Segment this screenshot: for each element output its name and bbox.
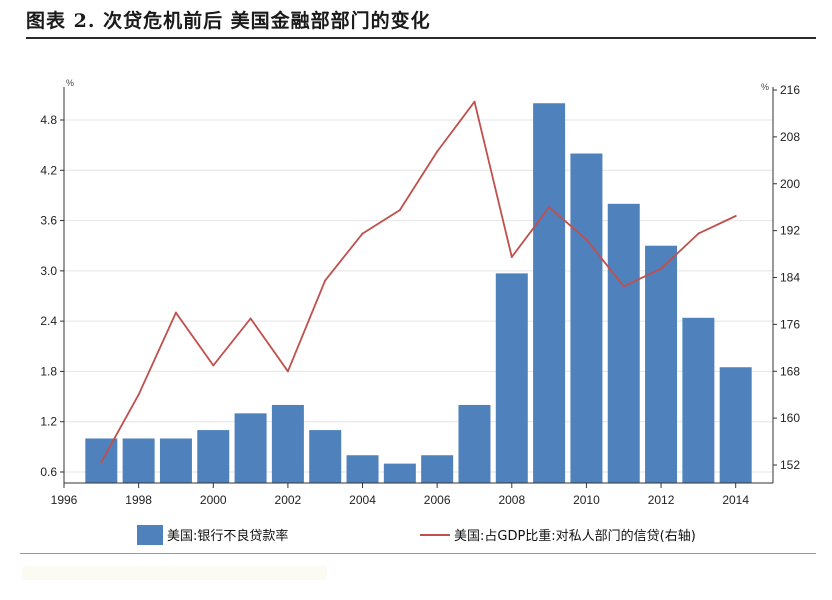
bar <box>645 245 678 483</box>
bar <box>122 438 155 483</box>
x-tick-label: 2010 <box>573 493 600 507</box>
legend-line-label: 美国:占GDP比重:对私人部门的信贷(右轴) <box>454 528 696 544</box>
x-tick-label: 2004 <box>349 493 376 507</box>
bar <box>421 455 454 483</box>
x-tick-label: 2000 <box>200 493 227 507</box>
left-tick-label: 3.6 <box>40 214 57 228</box>
line-point <box>510 255 513 258</box>
legend-bar-swatch <box>137 525 163 545</box>
x-tick-label: 2014 <box>722 493 749 507</box>
bottom-rule <box>20 553 816 554</box>
legend-bar-label: 美国:银行不良贷款率 <box>167 528 288 544</box>
line-point <box>473 100 476 103</box>
bar <box>682 317 715 483</box>
right-tick-label: 168 <box>780 364 800 378</box>
bar <box>570 153 603 483</box>
bar <box>346 455 379 483</box>
x-tick-label: 2012 <box>648 493 675 507</box>
bar <box>607 203 640 484</box>
left-tick-label: 2.4 <box>40 314 57 328</box>
bar <box>533 103 566 483</box>
line-point <box>137 393 140 396</box>
x-tick-label: 1996 <box>51 493 78 507</box>
line-point <box>100 461 103 464</box>
right-tick-label: 192 <box>780 224 800 238</box>
left-axis: 0.6 1.2 1.8 2.4 3.0 3.6 4.2 4.8 <box>40 113 64 479</box>
credit-gdp-line <box>100 100 737 463</box>
line-point <box>548 206 551 209</box>
x-tick-label: 2006 <box>424 493 451 507</box>
bar <box>234 413 267 483</box>
bar <box>719 367 752 483</box>
right-tick-label: 216 <box>780 83 800 97</box>
bar <box>309 430 342 483</box>
bar <box>197 430 230 483</box>
line-point <box>174 311 177 314</box>
source-note-placeholder <box>22 566 327 580</box>
right-axis-unit: % <box>761 82 769 92</box>
bar <box>495 273 528 483</box>
line-point <box>734 214 737 217</box>
line-point <box>212 364 215 367</box>
line-point <box>697 232 700 235</box>
legend: 美国:银行不良贷款率 美国:占GDP比重:对私人部门的信贷(右轴) <box>137 525 696 545</box>
line-series <box>100 100 737 464</box>
title-rule <box>26 37 816 39</box>
figure-title: 图表 2. 次贷危机前后 美国金融部部门的变化 <box>26 10 431 32</box>
left-tick-label: 4.2 <box>40 163 57 177</box>
bar-series <box>85 103 752 484</box>
left-tick-label: 3.0 <box>40 264 57 278</box>
right-tick-label: 184 <box>780 271 800 285</box>
line-point <box>660 267 663 270</box>
line-point <box>585 238 588 241</box>
left-tick-label: 1.2 <box>40 415 57 429</box>
x-axis: 1996 1998 2000 2002 2004 2006 2008 2010 2012 2014 <box>51 483 749 507</box>
line-point <box>324 279 327 282</box>
bar <box>458 404 491 483</box>
right-tick-label: 160 <box>780 411 800 425</box>
left-tick-label: 0.6 <box>40 465 57 479</box>
x-tick-label: 1998 <box>125 493 152 507</box>
left-tick-label: 1.8 <box>40 364 57 378</box>
right-tick-label: 176 <box>780 317 800 331</box>
line-point <box>361 232 364 235</box>
right-axis: 152 160 168 176 184 192 200 208 216 <box>773 83 800 472</box>
right-tick-label: 208 <box>780 130 800 144</box>
x-tick-label: 2008 <box>498 493 525 507</box>
x-tick-label: 2002 <box>275 493 302 507</box>
left-tick-label: 4.8 <box>40 113 57 127</box>
right-tick-label: 152 <box>780 458 800 472</box>
bar <box>159 438 192 483</box>
line-point <box>398 209 401 212</box>
line-point <box>286 370 289 373</box>
plot-frame <box>63 87 774 484</box>
bar <box>271 404 304 483</box>
left-axis-unit: % <box>66 78 74 88</box>
line-point <box>622 285 625 288</box>
line-point <box>249 317 252 320</box>
bar <box>383 463 416 483</box>
line-point <box>436 150 439 153</box>
right-tick-label: 200 <box>780 177 800 191</box>
